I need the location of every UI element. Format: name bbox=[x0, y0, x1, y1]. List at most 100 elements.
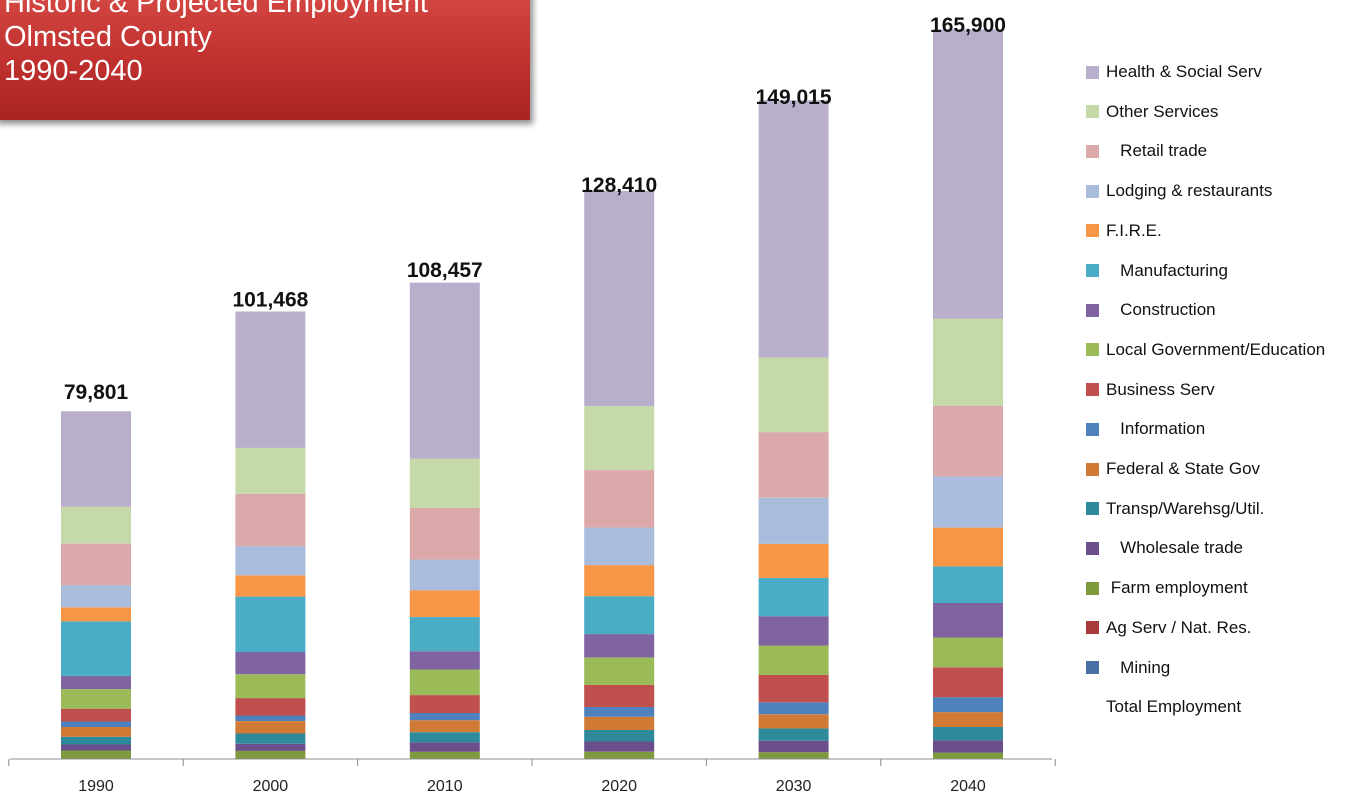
chart-title-line-2: Olmsted County bbox=[4, 21, 212, 53]
legend-label: Wholesale trade bbox=[1106, 538, 1244, 558]
legend-swatch bbox=[1086, 462, 1099, 476]
bar-segment-2010-15 bbox=[409, 282, 480, 459]
bar-segment-2040-11 bbox=[933, 527, 1003, 567]
bar-segment-2040-3 bbox=[933, 740, 1003, 753]
bar-segment-2020-5 bbox=[584, 716, 655, 730]
bar-segment-1990-8 bbox=[61, 689, 131, 709]
bar-segment-2000-11 bbox=[235, 575, 306, 597]
legend-item: Lodging & restaurants bbox=[1086, 179, 1272, 203]
bar-segment-2000-14 bbox=[235, 447, 306, 494]
bar-segment-2010-8 bbox=[409, 669, 480, 696]
bar-segment-2040-15 bbox=[933, 29, 1003, 319]
bar-segment-2030-4 bbox=[758, 728, 829, 741]
bar-segment-2030-2 bbox=[758, 752, 829, 759]
bar-segment-2040-8 bbox=[933, 637, 1003, 668]
bar-segment-2030-12 bbox=[758, 497, 829, 544]
bar-segment-2040-2 bbox=[933, 752, 1003, 759]
bar-segment-2020-10 bbox=[584, 596, 655, 635]
bar-segment-2020-9 bbox=[584, 634, 655, 658]
bar-segment-2010-12 bbox=[409, 559, 480, 591]
bar-segment-2000-15 bbox=[235, 311, 306, 448]
bar-segment-1990-4 bbox=[61, 736, 131, 745]
bar-segment-2000-8 bbox=[235, 674, 306, 699]
bar-segment-2030-10 bbox=[758, 577, 829, 617]
legend-label: Retail trade bbox=[1106, 141, 1208, 161]
legend-item: Health & Social Serv bbox=[1086, 60, 1262, 84]
legend-label: Transp/Warehsg/Util. bbox=[1106, 498, 1265, 518]
bar-segment-2030-11 bbox=[758, 543, 829, 578]
bars-layer bbox=[61, 29, 1003, 759]
total-labels: 79,801 101,468 108,457 128,410 149,015 165,90… bbox=[64, 14, 1006, 404]
x-tick-label-2030: 2030 bbox=[776, 778, 812, 795]
legend-item: Transp/Warehsg/Util. bbox=[1086, 497, 1264, 521]
bar-segment-2040-6 bbox=[933, 697, 1003, 713]
legend-item: Local Government/Education bbox=[1086, 338, 1325, 362]
bar-segment-1990-11 bbox=[61, 607, 131, 622]
legend-swatch bbox=[1086, 502, 1099, 516]
legend-label: Total Employment bbox=[1106, 697, 1242, 717]
bar-segment-2010-4 bbox=[409, 732, 480, 743]
bar-segment-2030-6 bbox=[758, 702, 829, 715]
bar-segment-2040-9 bbox=[933, 603, 1003, 638]
bar-segment-2000-6 bbox=[235, 715, 306, 721]
bar-segment-2000-12 bbox=[235, 546, 306, 576]
bar-segment-2030-7 bbox=[758, 675, 829, 703]
bar-segment-2010-7 bbox=[409, 695, 480, 713]
bar-segment-2020-6 bbox=[584, 707, 655, 717]
bar-segment-2010-9 bbox=[409, 651, 480, 670]
bar-segment-2010-11 bbox=[409, 590, 480, 617]
legend-swatch bbox=[1086, 383, 1099, 397]
bar-segment-1990-3 bbox=[61, 744, 131, 751]
legend-swatch bbox=[1086, 581, 1099, 595]
bar-segment-2000-13 bbox=[235, 493, 306, 547]
legend-item: Manufacturing bbox=[1086, 259, 1228, 283]
legend-swatch bbox=[1086, 184, 1099, 198]
legend-item: Ag Serv / Nat. Res. bbox=[1086, 616, 1252, 640]
legend-item: Farm employment bbox=[1086, 576, 1248, 600]
bar-segment-2030-8 bbox=[758, 645, 829, 675]
total-label-2000: 101,468 bbox=[232, 289, 308, 312]
bar-segment-1990-10 bbox=[61, 621, 131, 676]
legend-swatch bbox=[1086, 621, 1099, 635]
bar-segment-2020-7 bbox=[584, 684, 655, 707]
legend-label: Federal & State Gov bbox=[1106, 459, 1261, 478]
legend-label: Local Government/Education bbox=[1106, 339, 1326, 359]
bar-segment-2020-12 bbox=[584, 527, 655, 566]
bar-segment-2020-3 bbox=[584, 741, 655, 752]
legend-swatch bbox=[1086, 264, 1099, 277]
bar-segment-2010-5 bbox=[409, 720, 480, 733]
legend-label: Construction bbox=[1106, 300, 1216, 320]
bar-segment-2020-11 bbox=[584, 565, 655, 597]
legend-item: Construction bbox=[1086, 298, 1216, 322]
bar-segment-2030-13 bbox=[758, 432, 829, 498]
legend-label: Farm employment bbox=[1106, 578, 1248, 598]
x-tick-label-2000: 2000 bbox=[253, 778, 289, 795]
legend-label: Manufacturing bbox=[1106, 260, 1228, 280]
bar-segment-2040-10 bbox=[933, 566, 1003, 603]
legend-item: Information bbox=[1086, 417, 1205, 441]
legend-label: Other Services bbox=[1106, 101, 1219, 121]
bar-segment-2010-6 bbox=[409, 713, 480, 721]
bar-segment-2020-13 bbox=[584, 470, 655, 528]
total-label-2020: 128,410 bbox=[581, 174, 657, 197]
chart-title-line-1: Historic & Projected Employment bbox=[4, 0, 428, 19]
total-label-2030: 149,015 bbox=[756, 86, 832, 109]
bar-segment-1990-15 bbox=[61, 411, 131, 507]
legend-swatch bbox=[1086, 343, 1099, 357]
bar-segment-2010-2 bbox=[409, 751, 480, 759]
bar-segment-1990-6 bbox=[61, 721, 131, 727]
total-label-2040: 165,900 bbox=[930, 14, 1006, 37]
chart-title-box: Historic & Projected Employment Olmsted … bbox=[0, 0, 530, 120]
legend-item: Mining bbox=[1086, 656, 1170, 680]
bar-segment-2010-14 bbox=[409, 458, 480, 508]
legend-label: Mining bbox=[1106, 657, 1171, 677]
x-tick-label-2020: 2020 bbox=[601, 778, 637, 795]
bar-segment-2000-10 bbox=[235, 596, 306, 652]
bar-segment-2000-9 bbox=[235, 652, 306, 675]
legend-label: Business Serv bbox=[1106, 379, 1215, 399]
legend-item: Federal & State Gov bbox=[1086, 457, 1260, 481]
legend-swatch bbox=[1086, 422, 1099, 436]
bar-segment-2010-10 bbox=[409, 617, 480, 652]
bar-segment-2030-5 bbox=[758, 714, 829, 729]
bar-segment-2000-5 bbox=[235, 721, 306, 734]
